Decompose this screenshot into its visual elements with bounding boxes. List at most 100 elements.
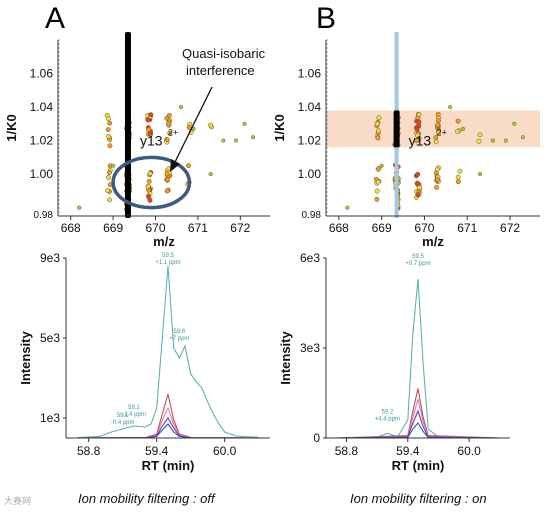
ion-label: y13: [140, 132, 163, 148]
data-point: [186, 163, 191, 169]
data-point: [460, 126, 466, 131]
data-point: [455, 129, 461, 134]
data-point: [376, 115, 382, 121]
x-tick-label: 59.4: [396, 444, 420, 458]
data-point: [207, 122, 213, 128]
data-point: [164, 171, 170, 177]
xic-trace: [77, 265, 259, 439]
data-point: [416, 112, 422, 117]
data-point: [435, 111, 441, 117]
annotation-text: Quasi-isobaric interference: [182, 46, 266, 78]
data-point: [512, 121, 517, 126]
data-point: [105, 188, 111, 194]
data-point: [435, 177, 440, 183]
x-axis-label: RT (min): [392, 458, 445, 473]
y-axis-label: Intensity: [278, 331, 293, 385]
xic-trace: [336, 278, 500, 439]
y-tick-label: 1.00: [298, 167, 322, 181]
data-point: [455, 179, 461, 185]
ion-charge-label: 2+: [437, 127, 447, 137]
data-point: [455, 174, 461, 180]
y-tick-label: 1e3: [40, 411, 60, 425]
peak-rt-label: 59.2: [128, 405, 140, 411]
x-axis-label: m/z: [153, 234, 175, 249]
x-tick-label: 672: [230, 221, 250, 235]
peak-ppm-label: -1.4 ppm: [122, 412, 146, 418]
peak-ppm-label: -0.4 ppm: [111, 420, 135, 426]
xic-trace: [336, 422, 500, 439]
y-tick-label: 9e3: [40, 251, 60, 265]
data-point: [415, 192, 421, 198]
y-tick-label: 0.98: [302, 210, 322, 221]
x-tick-label: 60.0: [213, 444, 237, 458]
data-point: [434, 166, 440, 172]
data-point: [414, 126, 420, 132]
peak-rt-label: 59.6: [173, 329, 185, 335]
data-point: [490, 138, 495, 143]
data-point: [477, 132, 483, 138]
data-point: [433, 139, 439, 145]
data-point: [167, 130, 173, 136]
peak-rt-label: 59.1: [117, 413, 129, 419]
data-point: [520, 135, 525, 140]
data-point: [146, 127, 152, 133]
y-tick-label: 5e3: [40, 331, 60, 345]
x-axis-label: RT (min): [142, 458, 195, 473]
y-axis-label: 1/K0: [272, 114, 287, 141]
data-point: [375, 179, 381, 185]
panel-letter-b: B: [316, 2, 337, 35]
data-point: [455, 118, 461, 124]
peak-rt-label: 59.5: [162, 253, 174, 259]
data-point: [111, 163, 116, 168]
data-point: [105, 174, 111, 180]
data-point: [434, 184, 440, 190]
interference-circle: [111, 155, 192, 210]
caption-b: Ion mobility filtering : on: [350, 491, 487, 506]
data-point: [107, 197, 113, 203]
data-point: [145, 117, 151, 123]
data-point: [107, 120, 113, 126]
data-point: [503, 138, 508, 143]
data-point: [415, 181, 421, 186]
data-point: [345, 205, 350, 210]
watermark: 大赛网: [4, 497, 32, 507]
data-point: [457, 168, 463, 174]
precursor-mobility-bar: [124, 32, 131, 218]
data-point: [416, 119, 422, 125]
x-tick-label: 668: [61, 221, 81, 235]
peak-ppm-label: +4.4 ppm: [375, 416, 400, 422]
ion-charge-label: 2+: [168, 127, 178, 137]
data-point: [375, 135, 381, 141]
annotation-arrow: [174, 86, 213, 163]
data-point: [435, 122, 441, 128]
panel-letter-a: A: [45, 2, 66, 35]
data-point: [374, 121, 380, 127]
x-tick-label: 669: [372, 221, 392, 235]
filtered-precursor-segment: [393, 110, 400, 148]
data-point: [376, 128, 381, 134]
data-point: [221, 138, 226, 143]
data-point: [105, 116, 111, 122]
y-tick-label: 3e3: [300, 341, 320, 355]
peak-ppm-label: +7 ppm: [169, 336, 189, 342]
data-point: [208, 172, 213, 177]
data-point: [478, 172, 483, 177]
data-point: [145, 183, 151, 189]
x-tick-label: 670: [146, 221, 166, 235]
data-point: [476, 138, 482, 144]
y-tick-label: 0: [313, 431, 320, 445]
data-point: [165, 177, 170, 182]
x-tick-label: 59.4: [145, 444, 169, 458]
data-point: [374, 188, 380, 194]
xic-trace: [336, 398, 500, 439]
x-axis-label: m/z: [422, 234, 444, 249]
data-point: [106, 170, 112, 175]
x-tick-label: 672: [500, 221, 520, 235]
y-tick-label: 1.02: [298, 134, 322, 148]
x-tick-label: 58.8: [77, 444, 101, 458]
data-point: [105, 127, 111, 133]
peak-rt-label: 59.2: [381, 409, 393, 415]
y-axis-label: Intensity: [18, 331, 33, 385]
ion-label: y13: [409, 132, 432, 148]
